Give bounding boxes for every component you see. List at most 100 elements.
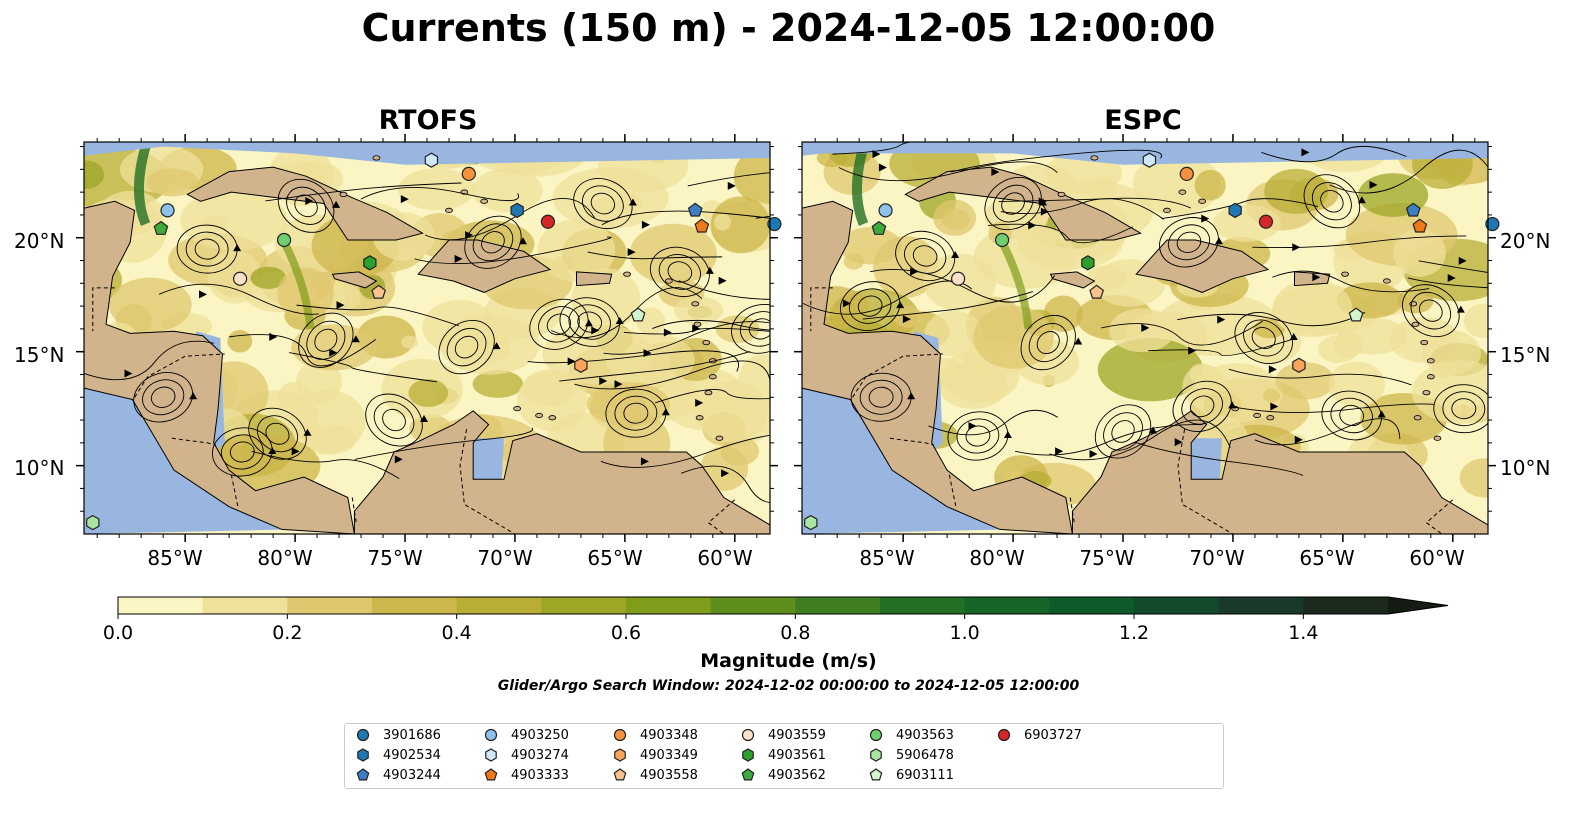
island-9 — [715, 435, 724, 441]
float-marker-4903559 — [741, 728, 755, 742]
streamline-eddy — [1339, 404, 1365, 427]
streamline-eddy — [582, 185, 624, 222]
search-window-caption: Glider/Argo Search Window: 2024-12-02 00… — [497, 678, 1080, 694]
island-13 — [372, 155, 381, 161]
streamline — [838, 161, 1058, 182]
streamline — [1148, 337, 1297, 357]
colorbar-segment — [287, 597, 373, 614]
float-marker-4903250 — [160, 203, 175, 218]
float-marker-6903727 — [1258, 214, 1274, 229]
colorbar-tick-label: 1.4 — [1288, 622, 1318, 644]
streamline-eddy — [868, 386, 894, 408]
legend-label: 4902534 — [383, 747, 441, 763]
country-border-3 — [230, 474, 239, 507]
island-6 — [1426, 374, 1435, 380]
float-marker-3901686 — [1485, 216, 1500, 232]
streamline-arrow — [661, 408, 670, 416]
streamline-eddy — [956, 418, 1000, 454]
legend-label: 5906478 — [896, 747, 954, 763]
lat-label-left-15n: 15°N — [14, 343, 65, 367]
streamline-eddy — [382, 408, 406, 432]
legend-label: 4903274 — [511, 747, 569, 763]
colorbar-segment — [1049, 597, 1135, 614]
streamline — [1228, 368, 1412, 386]
streamline-eddy — [464, 215, 522, 269]
island-10 — [1163, 207, 1171, 213]
island-10 — [445, 207, 453, 213]
streamline-eddy — [294, 194, 318, 218]
legend-label: 4903558 — [640, 767, 698, 783]
float-marker-4903274 — [1142, 152, 1157, 168]
streamline — [1015, 424, 1203, 456]
streamline — [862, 291, 1034, 320]
streamline-arrow — [394, 455, 403, 464]
streamline-eddy — [220, 434, 264, 470]
streamline-eddy — [848, 288, 892, 324]
colorbar-tick-label: 1.2 — [1119, 622, 1149, 644]
legend-item-4903250: 4903250 — [483, 727, 569, 743]
streamline-arrow — [1141, 323, 1150, 332]
legend-item-4903333: 4903333 — [483, 767, 569, 783]
streamline-arrow — [628, 198, 637, 206]
island-17 — [548, 415, 557, 421]
streamline — [1254, 418, 1401, 446]
colorbar-tick-label: 0.4 — [442, 622, 472, 644]
streamline — [1261, 145, 1407, 163]
streamline-eddy — [1303, 174, 1361, 229]
streamline-arrow — [518, 237, 527, 245]
float-marker-5906478 — [870, 748, 882, 762]
streamline-eddy — [265, 422, 290, 445]
land-central-america — [84, 200, 355, 534]
figure-title: Currents (150 m) - 2024-12-05 12:00:00 — [361, 6, 1216, 50]
float-marker-4903349 — [614, 748, 626, 762]
lon-label-rtofs-65w: 65°W — [587, 546, 643, 570]
streamline-eddy — [912, 245, 938, 267]
streamline-eddy — [150, 386, 176, 408]
island-1 — [1382, 278, 1391, 284]
float-marker-6903727 — [997, 728, 1011, 742]
float-marker-4903244 — [1405, 202, 1421, 217]
island-3 — [693, 321, 702, 327]
streamline — [84, 340, 214, 381]
float-marker-4903333 — [694, 218, 710, 233]
shelf-water-2 — [1182, 438, 1222, 482]
streamline — [265, 182, 462, 202]
legend-label: 4903559 — [768, 727, 826, 743]
country-border-5 — [1177, 429, 1234, 534]
legend-item-4902534: 4902534 — [355, 747, 441, 763]
streamline — [296, 304, 459, 327]
colorbar-segment — [372, 597, 458, 614]
shelf-water-3 — [802, 385, 1009, 534]
streamline-arrow — [1038, 197, 1047, 206]
country-border-4 — [1069, 497, 1076, 525]
streamline-arrow — [1040, 207, 1049, 216]
legend-item-4903244: 4903244 — [355, 767, 441, 783]
streamline — [414, 236, 612, 265]
streamline-arrow — [640, 457, 649, 466]
streamline-eddy — [1036, 331, 1060, 355]
legend-item-4903558: 4903558 — [612, 767, 698, 783]
island-2 — [691, 301, 700, 307]
land-puerto-rico — [576, 271, 613, 287]
streamline-eddy — [965, 425, 991, 447]
map-panel-rtofs — [76, 134, 782, 542]
legend-item-4903562: 4903562 — [740, 767, 826, 783]
streamline — [678, 280, 770, 300]
streamline — [655, 388, 770, 404]
legend-label: 4903333 — [511, 767, 569, 783]
streamline-eddy — [667, 261, 693, 283]
legend-label: 4903348 — [640, 727, 698, 743]
streamline-eddy — [1321, 390, 1382, 441]
streamline-eddy — [481, 231, 505, 254]
island-1 — [664, 278, 673, 284]
streamline-eddy — [546, 313, 572, 336]
streamline-arrow — [329, 348, 338, 357]
float-marker-6903111 — [630, 307, 646, 322]
streamline-eddy — [984, 176, 1042, 231]
streamline-eddy — [590, 192, 616, 215]
legend-item-3901686: 3901686 — [355, 727, 441, 743]
colorbar-tick-label: 0.6 — [611, 622, 641, 644]
legend-item-6903727: 6903727 — [996, 727, 1082, 743]
float-marker-6903111 — [1348, 307, 1364, 322]
streamline-eddy — [1094, 404, 1152, 459]
